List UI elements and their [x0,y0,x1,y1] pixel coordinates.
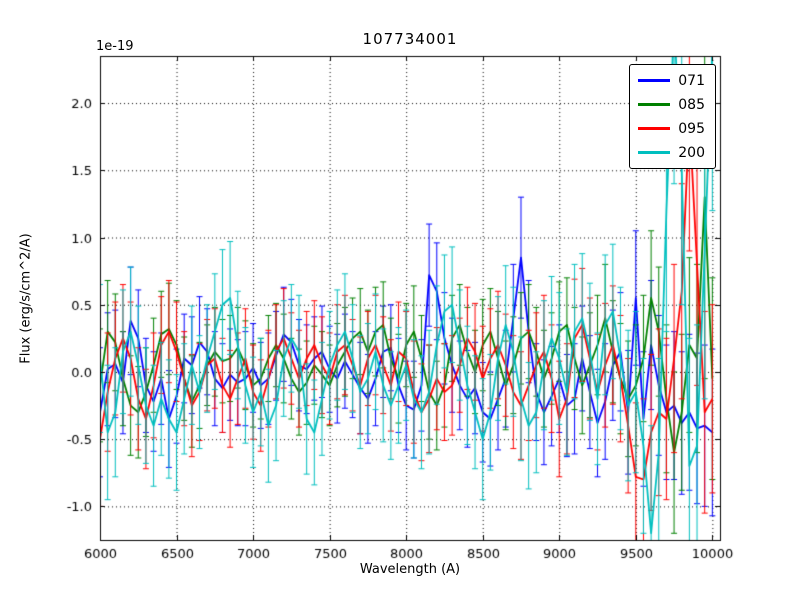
legend-label: 085 [678,96,705,113]
legend-label: 071 [678,72,705,89]
legend-line-swatch [638,79,671,82]
legend-line-swatch [638,127,671,130]
y-axis-offset-label: 1e-19 [96,39,134,54]
legend-label: 200 [678,144,705,161]
legend-item: 200 [638,143,705,162]
y-axis-label: Flux (erg/s/cm^2/A) [18,233,34,364]
legend-item: 085 [638,95,705,114]
legend-line-swatch [638,151,671,154]
chart-title: 107734001 [362,30,458,48]
legend-item: 071 [638,71,705,90]
legend-label: 095 [678,120,705,137]
legend: 071 085 095 200 [629,64,716,169]
legend-line-swatch [638,103,671,106]
legend-item: 095 [638,119,705,138]
x-axis-label: Wavelength (A) [359,562,461,577]
